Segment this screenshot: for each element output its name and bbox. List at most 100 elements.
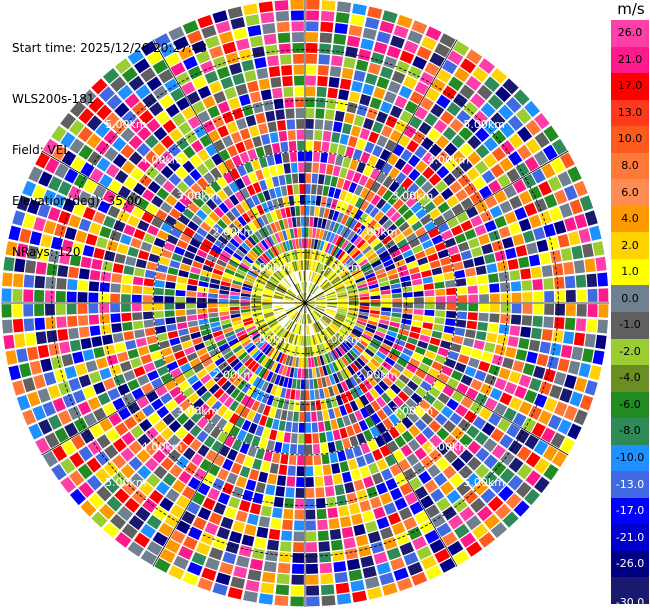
velocity-gate — [481, 170, 496, 184]
velocity-gate — [305, 195, 311, 205]
velocity-gate — [292, 53, 305, 64]
velocity-gate — [433, 323, 444, 332]
velocity-gate — [308, 271, 312, 282]
velocity-gate — [2, 319, 13, 334]
velocity-gate — [322, 354, 328, 365]
velocity-gate — [479, 303, 489, 312]
velocity-gate — [306, 553, 318, 563]
velocity-gate — [399, 352, 411, 363]
velocity-gate — [97, 200, 111, 214]
velocity-gate — [267, 334, 276, 343]
velocity-gate — [260, 461, 271, 473]
velocity-gate — [239, 151, 250, 164]
velocity-gate — [160, 165, 174, 179]
velocity-gate — [51, 463, 67, 481]
velocity-gate — [329, 528, 342, 540]
velocity-gate — [497, 174, 511, 188]
velocity-gate — [250, 362, 260, 373]
velocity-gate — [488, 412, 502, 427]
velocity-gate — [251, 159, 261, 171]
velocity-gate — [302, 260, 305, 270]
velocity-gate — [316, 305, 326, 309]
velocity-gate — [314, 476, 324, 487]
velocity-gate — [82, 206, 96, 221]
velocity-gate — [169, 208, 182, 220]
velocity-gate — [494, 215, 507, 229]
velocity-gate — [96, 357, 108, 370]
velocity-gate — [488, 273, 499, 283]
velocity-gate — [225, 369, 236, 380]
velocity-gate — [305, 303, 313, 311]
velocity-gate — [340, 327, 350, 335]
velocity-gate — [78, 446, 94, 462]
velocity-gate — [550, 343, 562, 357]
velocity-gate — [256, 204, 265, 216]
velocity-gate — [26, 245, 39, 260]
velocity-gate — [136, 396, 150, 409]
velocity-gate — [440, 110, 455, 125]
velocity-gate — [240, 299, 251, 303]
velocity-gate — [544, 303, 555, 316]
field-text: Field: VEL — [12, 143, 71, 157]
velocity-gate — [483, 137, 498, 152]
velocity-gate — [388, 426, 400, 439]
velocity-gate — [184, 250, 196, 260]
velocity-gate — [379, 281, 390, 287]
velocity-gate — [101, 261, 114, 272]
velocity-gate — [409, 501, 424, 515]
velocity-gate — [363, 231, 374, 241]
velocity-gate — [261, 381, 270, 392]
velocity-gate — [347, 458, 358, 471]
velocity-gate — [171, 343, 183, 353]
velocity-gate — [273, 272, 282, 281]
velocity-gate — [163, 354, 176, 365]
velocity-gate — [209, 283, 220, 289]
velocity-gate — [248, 221, 258, 233]
velocity-gate — [179, 263, 191, 272]
velocity-gate — [132, 285, 143, 294]
velocity-gate — [412, 536, 427, 550]
colorbar-tick-label: 2.0 — [621, 238, 639, 252]
velocity-gate — [536, 239, 549, 253]
velocity-gate — [238, 545, 252, 558]
velocity-gate — [345, 425, 355, 437]
velocity-gate — [80, 500, 97, 517]
velocity-gate — [511, 303, 522, 314]
velocity-gate — [194, 255, 206, 264]
velocity-gate — [505, 346, 517, 359]
velocity-gate — [305, 53, 318, 64]
velocity-gate — [184, 405, 197, 418]
velocity-gate — [236, 429, 247, 442]
velocity-gate — [480, 102, 496, 118]
colorbar-segment — [611, 73, 649, 101]
velocity-gate — [249, 249, 259, 259]
colorbar-tick-label: 21.0 — [617, 52, 643, 66]
velocity-gate — [414, 419, 427, 432]
velocity-gate — [450, 225, 463, 236]
velocity-gate — [311, 173, 319, 184]
velocity-gate — [244, 70, 257, 82]
velocity-gate — [369, 207, 380, 218]
velocity-gate — [327, 244, 335, 254]
velocity-gate — [75, 230, 88, 243]
velocity-gate — [401, 318, 412, 326]
velocity-gate — [237, 379, 247, 391]
velocity-gate — [414, 81, 429, 96]
velocity-gate — [443, 272, 455, 281]
velocity-gate — [95, 140, 110, 156]
velocity-gate — [276, 313, 286, 319]
velocity-gate — [581, 243, 594, 258]
velocity-gate — [223, 172, 234, 184]
velocity-gate — [241, 258, 252, 267]
velocity-gate — [286, 184, 294, 196]
velocity-gate — [219, 311, 230, 317]
velocity-gate — [394, 473, 408, 486]
velocity-gate — [274, 221, 282, 232]
velocity-gate — [205, 362, 217, 373]
velocity-gate — [410, 202, 423, 214]
velocity-gate — [472, 67, 489, 83]
velocity-gate — [369, 341, 380, 350]
velocity-gate — [359, 293, 370, 298]
velocity-gate — [351, 513, 363, 526]
velocity-gate — [216, 526, 231, 540]
